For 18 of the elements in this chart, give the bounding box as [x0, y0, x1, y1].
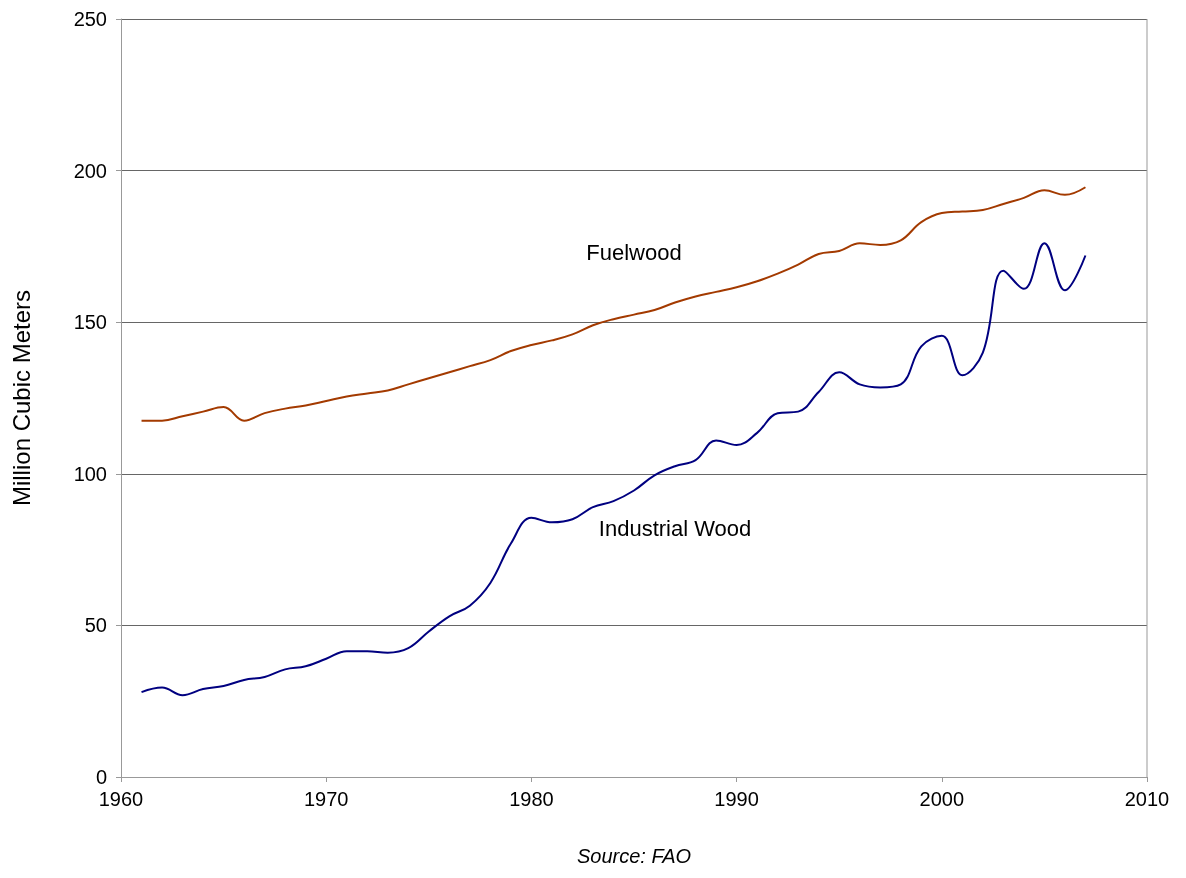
- series-label: Fuelwood: [586, 240, 682, 266]
- x-tick-label: 1990: [714, 788, 759, 810]
- x-tick-label: 2000: [919, 788, 965, 810]
- x-tick-label: 1960: [98, 788, 144, 810]
- y-tick-label: 250: [73, 8, 107, 30]
- source-note: Source: FAO: [576, 845, 692, 867]
- y-tick-label: 100: [73, 462, 107, 485]
- series-label: Industrial Wood: [598, 515, 752, 541]
- x-tick-label: 1980: [509, 788, 554, 810]
- x-tick-label: 2010: [1124, 788, 1170, 810]
- y-tick-label: 150: [73, 311, 107, 334]
- line-series: [140, 242, 1087, 697]
- y-tick-label: 50: [84, 614, 107, 637]
- line-series: [140, 186, 1087, 422]
- y-tick-label: 0: [95, 766, 107, 788]
- x-tick-label: 1970: [303, 788, 349, 810]
- y-axis-title: Million Cubic Meters: [7, 289, 35, 507]
- y-tick-label: 200: [73, 159, 107, 182]
